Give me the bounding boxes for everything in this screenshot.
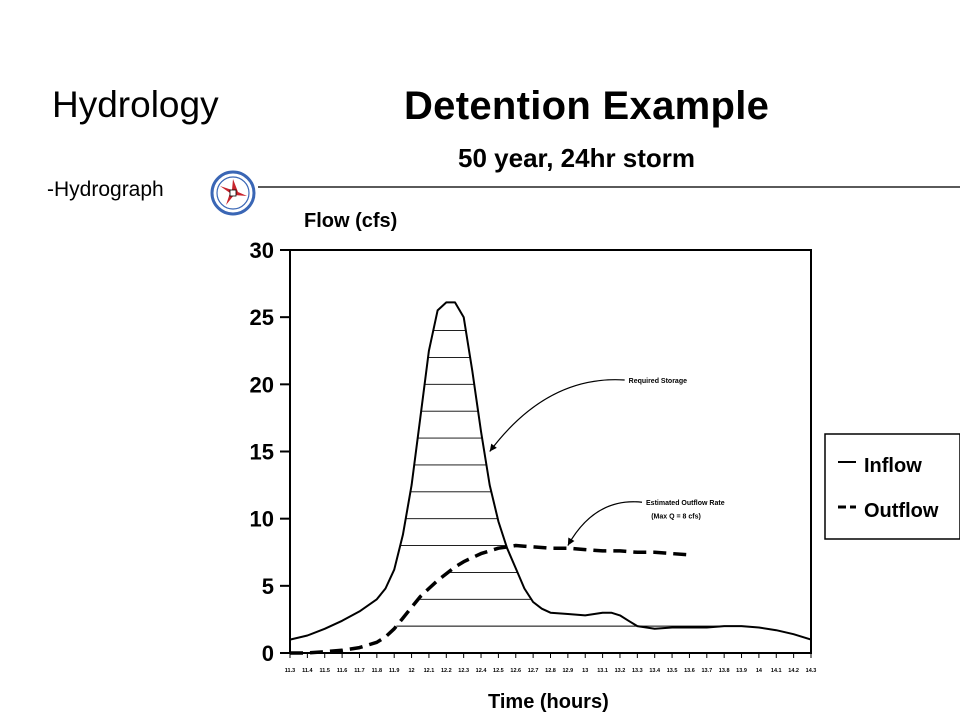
x-tick-label-3: 11.6 (337, 668, 347, 674)
chart-subtitle: 50 year, 24hr storm (458, 143, 696, 173)
x-tick-label-18: 13.1 (597, 668, 608, 674)
annotation-1: Estimated Outflow Rate (646, 500, 725, 507)
x-tick-label-27: 14 (756, 668, 763, 674)
x-axis-label: Time (hours) (488, 691, 609, 713)
x-tick-label-21: 13.4 (649, 668, 661, 674)
x-tick-label-26: 13.9 (736, 668, 747, 674)
logo-icon (210, 170, 256, 216)
slide-subtitle: -Hydrograph (47, 178, 164, 201)
series-inflow-line (289, 301, 812, 641)
storage-hatch (396, 330, 742, 627)
x-tick-label-0: 11.3 (285, 668, 295, 674)
y-tick-label-6: 30 (250, 238, 274, 263)
x-tick-label-14: 12.7 (528, 668, 539, 674)
x-tick-label-17: 13 (582, 668, 588, 674)
y-axis-label: Flow (cfs) (304, 210, 397, 232)
x-tick-label-8: 12.1 (424, 668, 435, 674)
x-tick-label-29: 14.2 (788, 668, 799, 674)
x-tick-label-23: 13.6 (684, 668, 695, 674)
annotation-arrowhead-0 (489, 443, 497, 452)
annotation-arrow-1 (567, 501, 643, 546)
series-outflow-line (290, 543, 690, 655)
x-tick-label-16: 12.9 (563, 668, 574, 674)
x-tick-label-24: 13.7 (701, 668, 712, 674)
x-tick-label-1: 11.4 (302, 668, 313, 674)
header-rule (258, 186, 960, 188)
annotation-arrowhead-1 (567, 537, 575, 546)
x-tick-label-28: 14.1 (771, 668, 782, 674)
x-axis: 11.3 11.4 11.5 11.6 11.7 11.8 11.9 12 12.1 12.2 12… (285, 653, 817, 674)
annotation-2: (Max Q = 8 cfs) (651, 514, 701, 521)
legend-outflow-label: Outflow (864, 500, 939, 522)
annotation-arrow-0 (489, 379, 625, 452)
chart-title: Detention Example (404, 84, 770, 128)
annotations: Required Storage Estimated Outflow Rate (M… (489, 378, 725, 546)
legend-inflow-label: Inflow (864, 455, 922, 477)
x-tick-label-12: 12.5 (493, 668, 504, 674)
plot-frame (289, 249, 812, 654)
x-tick-label-19: 13.2 (615, 668, 626, 674)
y-tick-label-2: 10 (250, 507, 274, 532)
x-tick-label-20: 13.3 (632, 668, 643, 674)
y-tick-label-3: 15 (250, 440, 274, 465)
y-tick-label-0: 0 (262, 641, 274, 666)
x-tick-label-9: 12.2 (441, 668, 452, 674)
x-tick-label-11: 12.4 (476, 668, 488, 674)
x-tick-label-10: 12.3 (458, 668, 469, 674)
x-tick-label-5: 11.8 (372, 668, 382, 674)
x-tick-label-30: 14.3 (806, 668, 817, 674)
series-layer (289, 301, 812, 655)
x-tick-label-22: 13.5 (667, 668, 678, 674)
x-tick-label-7: 12 (409, 668, 415, 674)
y-tick-label-4: 20 (250, 372, 274, 397)
x-tick-label-25: 13.8 (719, 668, 730, 674)
legend-box (824, 433, 960, 540)
annotation-0: Required Storage (629, 378, 687, 385)
x-tick-label-13: 12.6 (510, 668, 521, 674)
y-tick-label-1: 5 (262, 574, 274, 599)
y-axis: 0 5 10 15 20 25 30 (250, 238, 290, 666)
x-tick-label-15: 12.8 (545, 668, 556, 674)
legend: Inflow Outflow (824, 433, 960, 540)
x-tick-label-2: 11.5 (320, 668, 330, 674)
slide-title: Hydrology (52, 84, 219, 125)
x-tick-label-4: 11.7 (354, 668, 364, 674)
y-tick-label-5: 25 (250, 305, 274, 330)
x-tick-label-6: 11.9 (389, 668, 399, 674)
